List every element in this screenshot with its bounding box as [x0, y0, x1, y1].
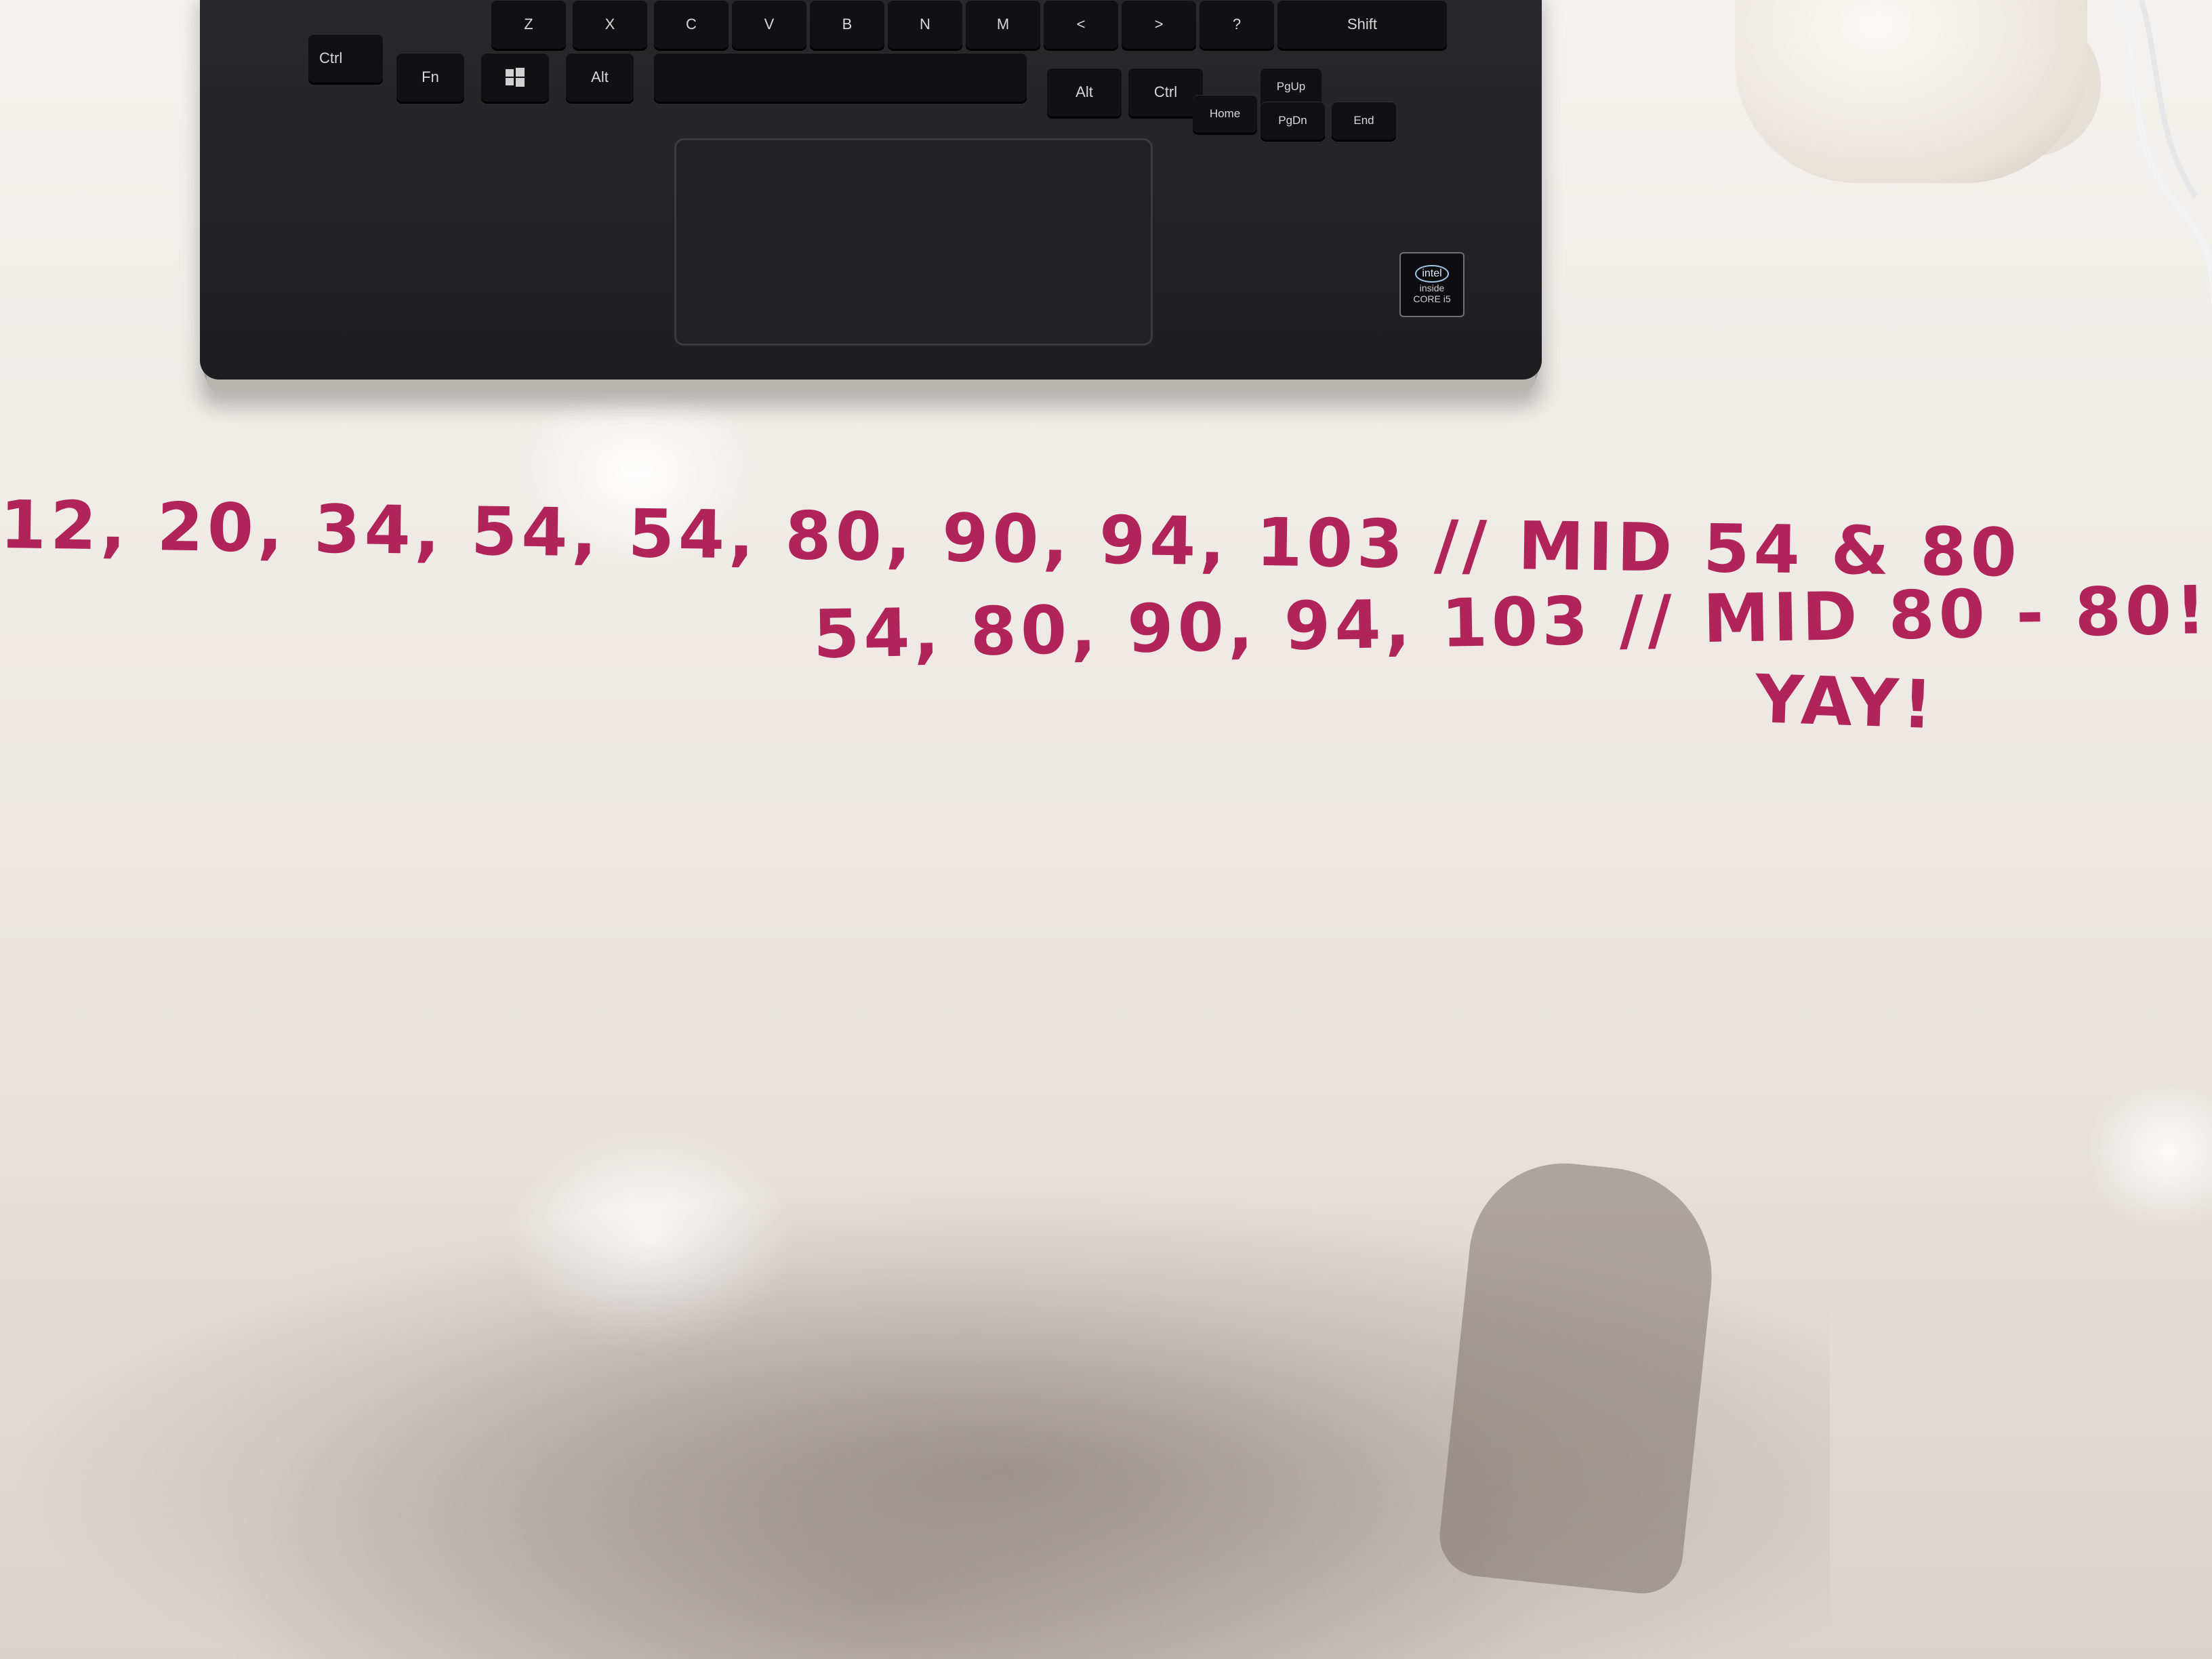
intel-core-text: CORE i5	[1413, 293, 1451, 305]
key-shift: Shift	[1277, 0, 1447, 49]
intel-inside-text: inside	[1419, 283, 1445, 294]
key-slash: ?	[1200, 0, 1274, 49]
cable	[2118, 0, 2212, 309]
key-v: V	[732, 0, 806, 49]
key-alt-right: Alt	[1047, 68, 1122, 117]
key-alt-left: Alt	[566, 53, 634, 102]
hand-shadow	[1435, 1153, 1723, 1598]
key-home: Home	[1193, 95, 1257, 133]
handwritten-line-3: YAY!	[1754, 661, 1938, 745]
key-end: End	[1332, 102, 1396, 140]
key-windows	[481, 53, 549, 102]
key-space	[654, 53, 1027, 102]
laptop: Z X C V B N M < > ? Shift Ctrl Fn Alt Al…	[200, 0, 1542, 380]
key-ctrl-left: Ctrl	[308, 34, 383, 83]
key-n: N	[888, 0, 962, 49]
key-pgdn: PgDn	[1261, 102, 1325, 140]
intel-logo: intel	[1415, 264, 1449, 283]
key-m: M	[966, 0, 1040, 49]
key-ctrl-right: Ctrl	[1128, 68, 1203, 117]
key-pgup: PgUp	[1261, 68, 1322, 106]
key-b: B	[810, 0, 884, 49]
coffee-mug	[1735, 0, 2087, 183]
key-c: C	[654, 0, 729, 49]
key-period: >	[1122, 0, 1196, 49]
touchpad	[674, 138, 1153, 346]
windows-icon	[506, 68, 525, 87]
key-x: X	[573, 0, 647, 49]
intel-badge: intel inside CORE i5	[1399, 252, 1465, 317]
key-comma: <	[1044, 0, 1118, 49]
key-z: Z	[491, 0, 566, 49]
key-fn: Fn	[396, 53, 464, 102]
